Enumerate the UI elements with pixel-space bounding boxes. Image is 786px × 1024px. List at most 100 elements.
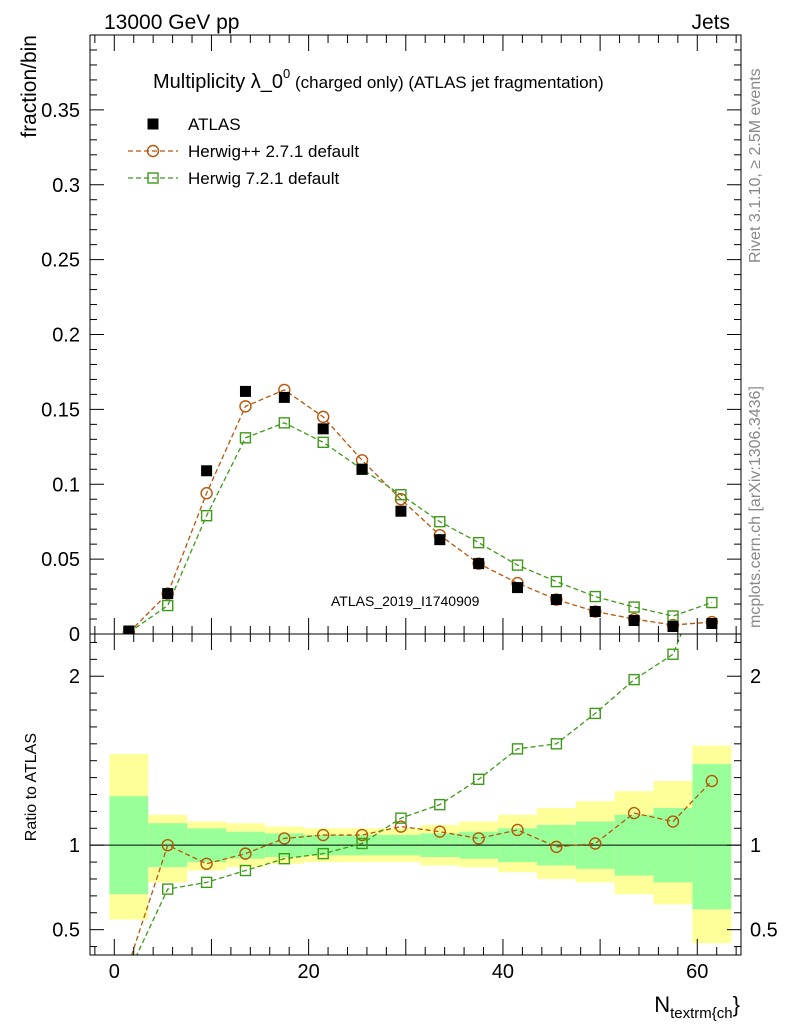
rivet-label: Rivet 3.1.10, ≥ 2.5M events xyxy=(747,68,764,263)
data-point xyxy=(317,423,329,435)
ratio-series-point xyxy=(627,806,641,820)
data-point xyxy=(434,534,446,546)
main-series-point xyxy=(239,432,252,444)
main-series-point xyxy=(434,515,446,528)
ratio-series-point xyxy=(511,743,524,755)
main-ytick-label: 0.15 xyxy=(41,399,80,421)
ratio-ylabel: Ratio to ATLAS xyxy=(23,733,40,841)
ratio-series-point xyxy=(705,774,719,788)
main-series-point xyxy=(239,400,252,413)
ratio-bands xyxy=(90,745,741,944)
ratio-series-point xyxy=(317,847,329,860)
header-process: Jets xyxy=(691,11,730,34)
main-series-point xyxy=(628,601,640,613)
ratio-xlabel: Ntextrm{ch} xyxy=(654,992,740,1022)
ratio-series-point xyxy=(472,773,485,785)
data-point xyxy=(628,615,640,627)
ratio-xtick-label: 0 xyxy=(109,961,120,983)
ratio-series-point xyxy=(433,825,446,838)
ratio-xtick-label: 60 xyxy=(686,961,708,983)
ratio-series-point xyxy=(589,707,601,720)
main-series-point xyxy=(316,410,330,424)
ratio-series-point xyxy=(239,864,252,877)
main-ylabel: fraction/bin xyxy=(18,35,41,138)
ratio-series-point xyxy=(434,798,446,811)
legend-marker-atlas xyxy=(147,118,159,130)
main-series-point xyxy=(200,487,213,500)
ratio-series-point xyxy=(355,828,369,842)
data-point xyxy=(512,582,524,594)
main-ytick-label: 0.25 xyxy=(41,250,80,272)
legend-marker xyxy=(147,172,159,184)
plot-title-tail: (charged only) (ATLAS jet fragmentation) xyxy=(290,73,603,92)
ratio-series-point xyxy=(472,832,485,845)
main-series-line xyxy=(128,422,713,634)
main-series-point xyxy=(589,590,601,603)
plot-title-main: Multiplicity λ_0 xyxy=(153,71,283,93)
ratio-series-point xyxy=(124,967,134,977)
ratio-ytick-label: 1 xyxy=(69,835,80,857)
main-ytick-label: 0 xyxy=(69,624,80,646)
ratio-series-point xyxy=(589,837,602,850)
ratio-xtick-label: 40 xyxy=(492,961,514,983)
legend-label: Herwig++ 2.7.1 default xyxy=(188,142,359,161)
main-ytick-label: 0.2 xyxy=(52,325,80,347)
ratio-series-point xyxy=(278,853,291,865)
ratio-series-point xyxy=(667,648,679,660)
ratio-band-inner xyxy=(692,764,732,910)
ratio-series-point xyxy=(161,838,174,852)
ratio-series-point xyxy=(123,958,134,969)
ratio-series-point xyxy=(394,820,408,833)
legend: ATLAS Herwig++ 2.7.1 default Herwig 7.2.1 … xyxy=(128,115,359,188)
ratio-series-point xyxy=(200,857,213,870)
main-series-point xyxy=(162,599,174,612)
main-series-point xyxy=(200,509,213,522)
main-series-point xyxy=(472,536,485,549)
main-series-line xyxy=(128,389,712,633)
data-point xyxy=(667,621,679,633)
ratio-ytick-label-right: 0.5 xyxy=(750,920,778,942)
ratio-plot-series xyxy=(123,553,719,977)
legend-label: Herwig 7.2.1 default xyxy=(188,169,339,188)
mcplots-label: mcplots.cern.ch [arXiv:1306.3436] xyxy=(747,386,764,628)
main-series-point xyxy=(550,575,563,588)
data-point xyxy=(589,606,601,618)
ratio-ytick-label-right: 2 xyxy=(750,666,761,688)
ratio-xtick-label: 20 xyxy=(297,961,319,983)
main-plot-series xyxy=(122,383,719,634)
plot-title: Multiplicity λ_00 (charged only) (ATLAS … xyxy=(153,66,604,93)
data-point xyxy=(162,588,174,600)
main-series-point xyxy=(278,417,291,429)
ratio-series-point xyxy=(239,847,252,860)
legend-label: ATLAS xyxy=(188,115,241,134)
data-point xyxy=(278,391,290,403)
main-ytick-label: 0.3 xyxy=(52,175,80,197)
main-series-point xyxy=(706,596,718,609)
data-point xyxy=(356,463,368,475)
ratio-ytick-label: 0.5 xyxy=(52,920,80,942)
ratio-series-point xyxy=(550,840,563,854)
ratio-ytick-label-right: 1 xyxy=(750,835,761,857)
ratio-series-point xyxy=(550,738,563,750)
ratio-series-point xyxy=(628,673,640,686)
analysis-label: ATLAS_2019_I1740909 xyxy=(331,593,480,609)
data-point xyxy=(706,618,718,630)
ratio-series-point xyxy=(200,876,213,889)
ratio-series-point xyxy=(356,837,368,850)
ratio-series-point xyxy=(666,815,680,828)
ratio-series-point xyxy=(162,883,174,895)
ratio-series-point xyxy=(707,553,717,563)
data-point xyxy=(550,594,562,606)
header-energy: 13000 GeV pp xyxy=(104,11,239,34)
data-point xyxy=(239,385,251,397)
ratio-series-point xyxy=(316,828,330,842)
data-point xyxy=(395,505,407,517)
plot-title-sup: 0 xyxy=(283,66,290,81)
ratio-series-line xyxy=(130,780,713,955)
data-point xyxy=(201,465,213,477)
ratio-series-point xyxy=(395,812,407,824)
main-series-point xyxy=(317,436,329,449)
data-point xyxy=(473,558,485,570)
main-ytick-label: 0.1 xyxy=(52,474,80,496)
